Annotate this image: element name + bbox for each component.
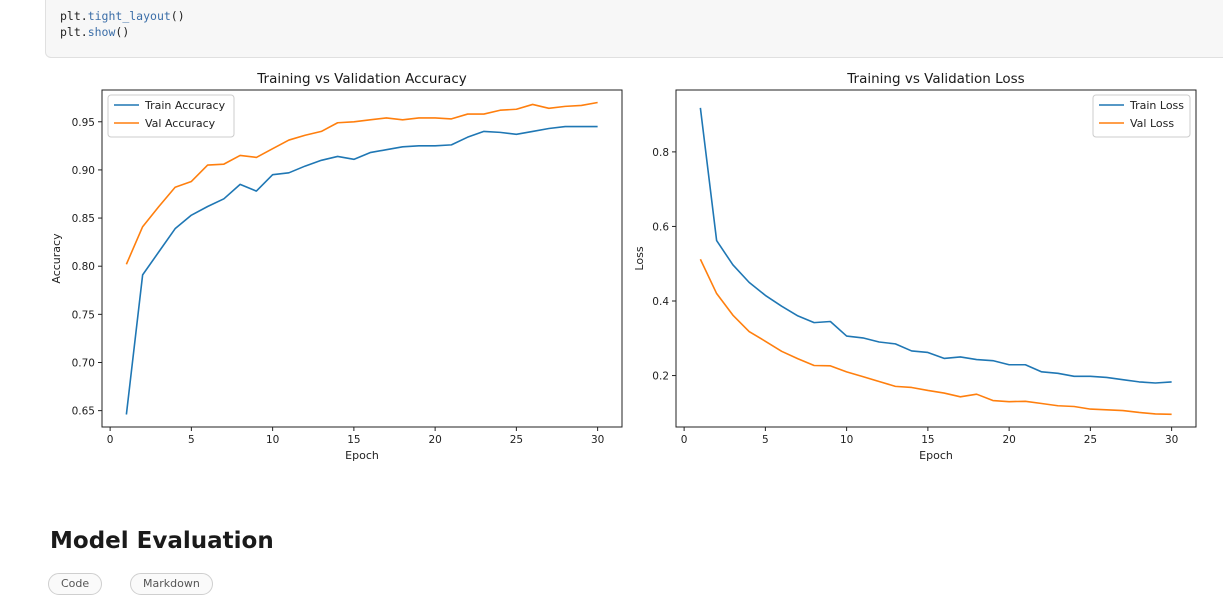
loss-y-tick-label: 0.2 [652, 371, 669, 383]
accuracy-series-train-line [125, 125, 598, 415]
add-code-chip[interactable]: Code [48, 573, 103, 595]
loss-x-tick-label: 15 [921, 434, 934, 446]
accuracy-y-tick-label: 0.65 [72, 406, 95, 418]
loss-y-tick-label: 0.6 [652, 221, 669, 233]
loss-x-tick-label: 30 [1165, 434, 1178, 446]
accuracy-x-tick-label: 20 [428, 434, 441, 446]
loss-x-tick-label: 20 [1002, 434, 1015, 446]
add-markdown-chip-label: Markdown [143, 577, 200, 590]
accuracy-y-axis-label: Accuracy [50, 233, 63, 284]
accuracy-axes-frame [101, 89, 623, 428]
code-line-2: plt.show() [60, 25, 130, 39]
accuracy-chart: Training vs Validation Accuracy 0 5 10 15 20 2… [50, 71, 623, 462]
accuracy-x-tick-label: 0 [107, 434, 114, 446]
loss-chart: Training vs Validation Loss 0 5 10 15 20 25 30 0… [633, 71, 1197, 462]
loss-y-axis-label: Loss [633, 246, 646, 270]
accuracy-y-tick-label: 0.75 [72, 309, 95, 321]
loss-legend: Train Loss Val Loss [1092, 94, 1191, 138]
loss-chart-title: Training vs Validation Loss [846, 71, 1024, 87]
code-line-1: plt.tight_layout() [60, 9, 185, 23]
loss-y-tick-label: 0.8 [652, 147, 669, 159]
accuracy-x-tick-label: 25 [510, 434, 523, 446]
loss-legend-label: Train Loss [1129, 99, 1184, 112]
loss-x-tick-label: 5 [762, 434, 769, 446]
accuracy-x-axis-label: Epoch [345, 449, 379, 462]
loss-x-tick-label: 0 [681, 434, 688, 446]
loss-legend-label: Val Loss [1130, 117, 1174, 130]
accuracy-x-tick-label: 10 [266, 434, 279, 446]
accuracy-y-tick-label: 0.95 [72, 117, 95, 129]
loss-axes-frame [675, 89, 1197, 428]
accuracy-y-tick-label: 0.85 [72, 213, 95, 225]
loss-x-tick-label: 10 [840, 434, 853, 446]
loss-series-val-line [699, 258, 1172, 416]
accuracy-y-tick-label: 0.80 [72, 261, 95, 273]
accuracy-x-tick-label: 15 [347, 434, 360, 446]
loss-y-tick-label: 0.4 [652, 296, 669, 308]
accuracy-y-tick-label: 0.70 [72, 357, 95, 369]
accuracy-x-tick-label: 30 [591, 434, 604, 446]
accuracy-y-tick-label: 0.90 [72, 165, 95, 177]
accuracy-legend-box [107, 94, 235, 138]
add-markdown-chip[interactable]: Markdown [130, 573, 213, 595]
loss-x-tick-label: 25 [1084, 434, 1097, 446]
add-code-chip-label: Code [61, 577, 90, 590]
accuracy-legend-label: Val Accuracy [145, 117, 216, 130]
section-title: Model Evaluation [50, 528, 274, 554]
accuracy-legend: Train Accuracy Val Accuracy [107, 94, 235, 138]
training-curves-figure: Training vs Validation Accuracy 0 5 10 15 20 2… [50, 71, 1197, 462]
code-cell[interactable]: plt.tight_layout() plt.show() [45, 0, 1223, 58]
accuracy-x-tick-label: 5 [188, 434, 195, 446]
accuracy-series-val-line [125, 101, 598, 265]
loss-x-axis-label: Epoch [919, 449, 953, 462]
loss-series-train-line [699, 107, 1172, 384]
accuracy-chart-title: Training vs Validation Accuracy [256, 71, 466, 87]
accuracy-legend-label: Train Accuracy [144, 99, 226, 112]
